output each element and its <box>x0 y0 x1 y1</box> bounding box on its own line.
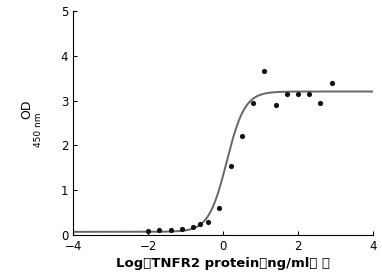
Point <box>283 92 290 96</box>
Point <box>168 227 174 232</box>
Point <box>239 133 245 138</box>
Point <box>228 163 234 168</box>
Point <box>156 228 162 232</box>
Point <box>273 103 279 107</box>
X-axis label: Log（TNFR2 protein（ng/ml） ）: Log（TNFR2 protein（ng/ml） ） <box>116 258 330 270</box>
Point <box>329 81 335 86</box>
Point <box>250 100 256 105</box>
Point <box>197 222 204 226</box>
Point <box>216 205 222 210</box>
Text: OD: OD <box>20 100 33 119</box>
Point <box>145 229 151 233</box>
Point <box>179 227 185 231</box>
Point <box>317 100 324 105</box>
Point <box>190 225 196 230</box>
Text: 450 nm: 450 nm <box>34 113 43 147</box>
Point <box>295 92 301 96</box>
Point <box>205 220 211 224</box>
Point <box>261 69 267 73</box>
Point <box>306 92 312 96</box>
